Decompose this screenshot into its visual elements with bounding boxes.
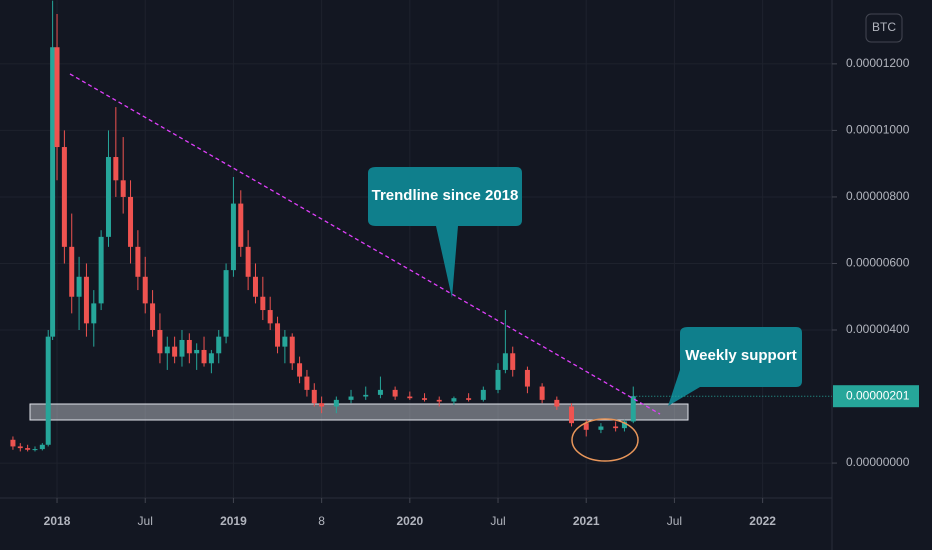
candle-body	[311, 389, 317, 404]
candle-body	[201, 349, 207, 364]
candle-body	[554, 399, 560, 407]
candle-body	[76, 276, 82, 297]
candle-body	[304, 376, 310, 390]
x-tick-label: Jul	[138, 514, 153, 528]
candle-body	[282, 336, 288, 347]
candle-body	[216, 336, 222, 354]
x-tick-label: Jul	[490, 514, 505, 528]
candle-body	[186, 339, 192, 354]
support-zone	[29, 403, 689, 421]
x-tick-label: 2019	[220, 514, 247, 528]
candle-body	[377, 389, 383, 395]
candle-body	[61, 147, 67, 247]
candle-body	[150, 303, 156, 331]
callout-support	[668, 327, 802, 406]
candle-body	[583, 423, 589, 430]
candle-body	[480, 389, 486, 400]
candle-body	[539, 386, 545, 400]
candle-body	[510, 353, 516, 370]
annotation: Trendline since 2018	[372, 187, 519, 204]
candle-body	[348, 396, 354, 400]
candle-body	[422, 398, 428, 400]
candle-body	[252, 276, 258, 297]
symbol: BTC	[872, 20, 896, 34]
candles	[10, 0, 636, 452]
candle-body	[466, 398, 472, 400]
candle-body	[630, 396, 636, 422]
candle-body	[297, 363, 303, 377]
candle-body	[621, 421, 627, 429]
candle-body	[39, 444, 45, 450]
candle-body	[333, 399, 339, 407]
candle-body	[524, 369, 530, 387]
candle-body	[275, 323, 281, 347]
candle-body	[128, 196, 134, 247]
candle-body	[598, 426, 604, 430]
x-tick-label: 2022	[749, 514, 776, 528]
candle-body	[10, 439, 16, 447]
x-tick-label: 2021	[573, 514, 600, 528]
x-tick-label: 2018	[44, 514, 71, 528]
candle-body	[260, 296, 266, 311]
candle-body	[436, 399, 442, 402]
candle-body	[267, 310, 273, 324]
candle-body	[50, 47, 56, 337]
candle-body	[363, 394, 369, 397]
candle-body	[69, 246, 75, 297]
candle-body	[245, 246, 251, 277]
candle-body	[238, 203, 244, 247]
y-tick-label: 0.00000800	[846, 189, 910, 203]
candle-body	[289, 336, 295, 364]
y-tick-label: 0.00000400	[846, 322, 910, 336]
x-tick-label: Jul	[667, 514, 682, 528]
candle-body	[91, 303, 97, 324]
annotation: Weekly support	[685, 347, 796, 364]
axes: 0.00000000 0.00000400 0.00000600 0.00000800…	[44, 56, 919, 528]
x-tick-label: 8	[318, 514, 325, 528]
symbol-badge[interactable]	[865, 13, 903, 43]
candle-body	[98, 236, 104, 304]
candle-body	[230, 203, 236, 271]
candle-body	[569, 406, 575, 424]
candle-body	[113, 157, 119, 181]
candle-body	[17, 446, 23, 449]
candle-body	[208, 353, 214, 364]
candle-body	[25, 448, 31, 450]
candle-body	[157, 330, 163, 354]
y-tick-label: 0.00001200	[846, 56, 910, 70]
candle-body	[164, 346, 170, 354]
candle-body	[172, 346, 178, 357]
candle-body	[392, 389, 398, 397]
current-price-tag	[833, 385, 919, 408]
trendline	[69, 73, 661, 415]
candle-body	[319, 403, 325, 407]
candle-body	[179, 339, 185, 357]
candle-body	[142, 276, 148, 304]
x-tick-label: 2020	[396, 514, 423, 528]
y-tick-label: 0.00000000	[846, 455, 910, 469]
candle-body	[451, 398, 457, 402]
candle-body	[223, 270, 229, 337]
candle-body	[45, 336, 51, 445]
candle-body	[495, 369, 501, 390]
candle-body	[194, 349, 200, 354]
current-price-label: 0.00000201	[846, 388, 910, 402]
candle-body	[83, 276, 89, 324]
candle-body	[613, 426, 619, 429]
y-tick-label: 0.00001000	[846, 123, 910, 137]
candle-body	[54, 47, 60, 148]
candle-body	[502, 353, 508, 370]
candle-body	[105, 157, 111, 237]
candle-body	[120, 180, 126, 197]
candle-body	[32, 449, 38, 451]
candle-body	[135, 246, 141, 277]
y-tick-label: 0.00000600	[846, 256, 910, 270]
candle-body	[407, 396, 413, 399]
callout-trendline	[368, 167, 522, 298]
highlight-ellipse	[571, 418, 639, 462]
